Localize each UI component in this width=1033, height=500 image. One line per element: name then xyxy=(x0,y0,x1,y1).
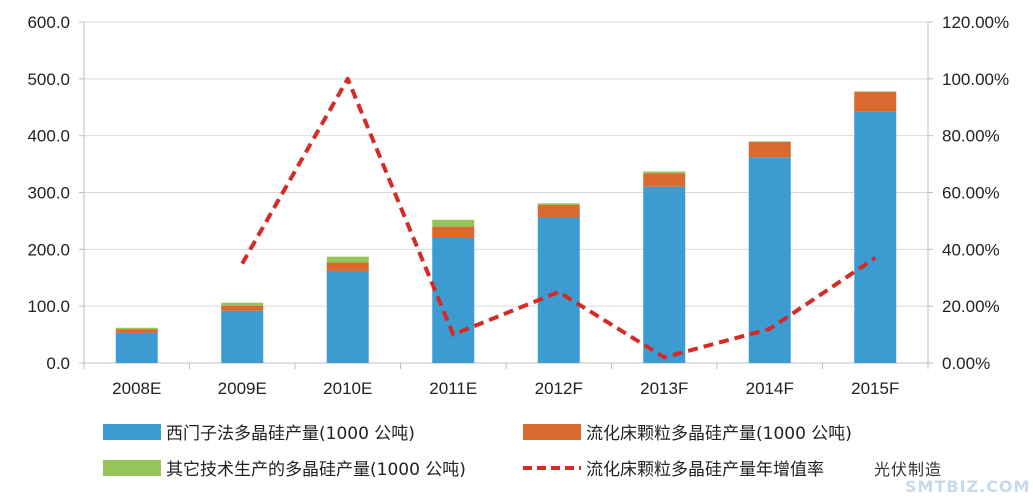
bar-series xyxy=(115,91,897,364)
left-axis-tick-label: 500.0 xyxy=(27,70,70,89)
right-axis-tick-label: 60.00% xyxy=(942,184,1000,203)
legend-swatch-other xyxy=(103,460,161,476)
x-axis-tick-label: 2015F xyxy=(851,379,899,398)
x-axis-tick-labels: 2008E 2009E 2010E 2011E 2012F 2013F 2014F 2015F xyxy=(112,379,899,398)
left-axis-tick-label: 100.0 xyxy=(27,297,70,316)
bar-siemens xyxy=(537,217,580,363)
legend-swatch-siemens xyxy=(103,424,161,440)
x-axis-tick-label: 2010E xyxy=(323,379,372,398)
right-axis-tick-label: 40.00% xyxy=(942,240,1000,259)
bar-other xyxy=(748,141,791,142)
bar-other xyxy=(115,327,158,330)
growth-line-series xyxy=(240,76,877,360)
growth-line-point xyxy=(558,291,560,293)
x-axis-tick-label: 2008E xyxy=(112,379,161,398)
axes xyxy=(79,21,933,369)
left-axis-tick-label: 200.0 xyxy=(27,240,70,259)
growth-line-point xyxy=(347,78,349,80)
left-axis-tick-label: 300.0 xyxy=(27,184,70,203)
legend-label-fbr: 流化床颗粒多晶硅产量(1000 公吨) xyxy=(586,424,852,444)
bar-siemens xyxy=(326,270,369,363)
bar-siemens xyxy=(221,310,264,363)
legend-label-siemens: 西门子法多晶硅产量(1000 公吨) xyxy=(166,424,415,444)
right-axis-tick-label: 20.00% xyxy=(942,297,1000,316)
bar-fbr xyxy=(221,305,264,311)
right-axis-tick-label: 0.00% xyxy=(942,354,990,373)
left-axis-tick-labels: 0.0 100.0 200.0 300.0 400.0 500.0 600.0 xyxy=(27,13,70,373)
growth-line-point xyxy=(241,263,243,265)
legend-item-fbr: 流化床颗粒多晶硅产量(1000 公吨) xyxy=(523,424,852,444)
bar-other xyxy=(537,203,580,206)
left-axis-tick-label: 0.0 xyxy=(46,354,70,373)
bar-other xyxy=(643,171,686,174)
growth-line-point xyxy=(452,334,454,336)
bar-other xyxy=(432,219,475,227)
left-axis-tick-label: 600.0 xyxy=(27,13,70,32)
bar-other xyxy=(221,302,264,306)
bar-siemens xyxy=(643,186,686,363)
legend: 西门子法多晶硅产量(1000 公吨) 流化床颗粒多晶硅产量(1000 公吨) 其… xyxy=(103,424,852,480)
legend-item-growth: 流化床颗粒多晶硅产量年增值率 xyxy=(523,460,824,480)
legend-item-siemens: 西门子法多晶硅产量(1000 公吨) xyxy=(103,424,415,444)
right-axis-tick-label: 100.00% xyxy=(942,70,1009,89)
bar-fbr xyxy=(643,173,686,187)
right-axis-tick-labels: 0.00% 20.00% 40.00% 60.00% 80.00% 100.00% 120.… xyxy=(942,13,1009,373)
legend-label-growth: 流化床颗粒多晶硅产量年增值率 xyxy=(586,460,824,480)
bar-siemens xyxy=(854,111,897,364)
growth-line-point xyxy=(663,356,665,358)
gridlines xyxy=(84,21,928,307)
bar-fbr xyxy=(326,262,369,271)
growth-line-point xyxy=(874,257,876,259)
x-axis-tick-label: 2012F xyxy=(535,379,583,398)
x-axis-tick-label: 2014F xyxy=(746,379,794,398)
bar-fbr xyxy=(748,141,791,158)
bar-siemens xyxy=(115,332,158,363)
x-axis-tick-label: 2011E xyxy=(429,379,477,398)
bar-fbr xyxy=(432,226,475,238)
watermark-overlay-text: 光伏制造 xyxy=(874,460,942,479)
bar-fbr xyxy=(115,329,158,333)
right-axis-tick-label: 80.00% xyxy=(942,127,1000,146)
bar-other xyxy=(854,91,897,92)
growth-line-point xyxy=(769,328,771,330)
left-axis-tick-label: 400.0 xyxy=(27,127,70,146)
right-axis-tick-label: 120.00% xyxy=(942,13,1009,32)
bar-fbr xyxy=(854,91,897,112)
bar-other xyxy=(326,256,369,263)
legend-item-other: 其它技术生产的多晶硅产量(1000 公吨) xyxy=(103,460,466,480)
x-axis-tick-label: 2009E xyxy=(218,379,267,398)
x-axis-tick-label: 2013F xyxy=(640,379,688,398)
legend-label-other: 其它技术生产的多晶硅产量(1000 公吨) xyxy=(166,460,466,480)
legend-swatch-fbr xyxy=(523,424,581,440)
bar-fbr xyxy=(537,205,580,218)
watermark-site-text: SMTBIZ.COM xyxy=(905,477,1030,496)
